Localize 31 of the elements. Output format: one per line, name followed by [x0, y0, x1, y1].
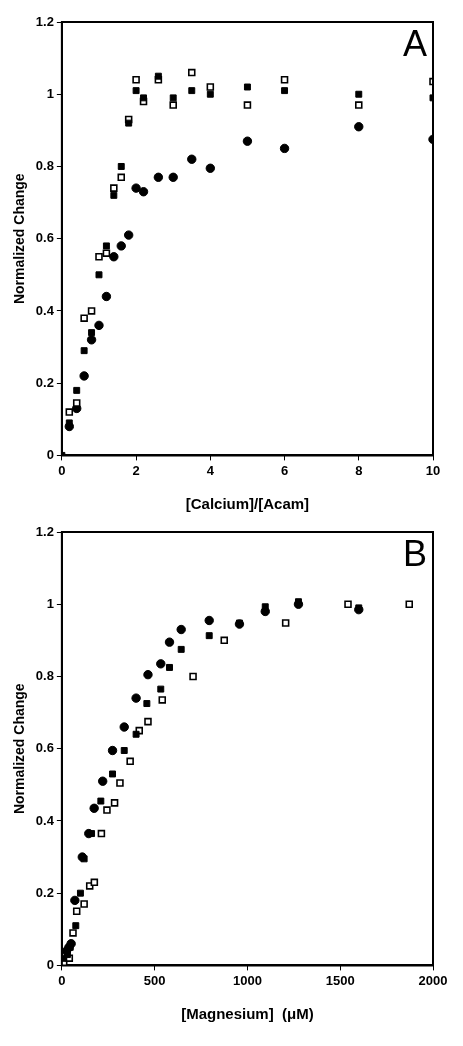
- x-tick-label: 0: [58, 462, 66, 478]
- y-tick-label: 1: [46, 85, 54, 101]
- x-tick-label: 6: [280, 462, 289, 478]
- y-axis-title: Normalized Change: [11, 173, 28, 305]
- y-tick-label: 0.4: [35, 812, 55, 828]
- x-tick-label: 500: [143, 972, 166, 988]
- y-tick-label: 0.6: [35, 740, 54, 756]
- x-tick-label: 1000: [232, 972, 262, 988]
- x-tick-label: 1500: [325, 972, 355, 988]
- x-tick-label: 4: [206, 462, 215, 478]
- y-axis-title: Normalized Change: [11, 683, 28, 815]
- x-tick-label: 10: [425, 462, 441, 478]
- annotation: B: [402, 532, 427, 574]
- y-tick-label: 1.2: [35, 13, 54, 29]
- x-tick-label: 8: [355, 462, 363, 478]
- y-tick-label: 0.4: [35, 302, 55, 318]
- x-tick-label: 2000: [418, 972, 448, 988]
- x-tick-label: 0: [58, 972, 66, 988]
- y-tick-label: 0.2: [35, 884, 54, 900]
- y-tick-label: 0: [46, 446, 54, 462]
- y-tick-label: 0: [46, 956, 54, 972]
- annotation: A: [402, 22, 427, 64]
- x-axis-title: [Magnesium] (μM): [181, 1005, 314, 1023]
- y-tick-label: 0.8: [35, 158, 54, 174]
- x-tick-label: 2: [132, 462, 140, 478]
- y-tick-label: 0.8: [35, 668, 54, 684]
- y-tick-label: 1: [46, 595, 54, 611]
- y-tick-label: 0.6: [35, 230, 54, 246]
- y-tick-label: 1.2: [35, 523, 54, 539]
- x-axis-title: [Calcium]/[Acam]: [185, 495, 310, 513]
- y-tick-label: 0.2: [35, 374, 54, 390]
